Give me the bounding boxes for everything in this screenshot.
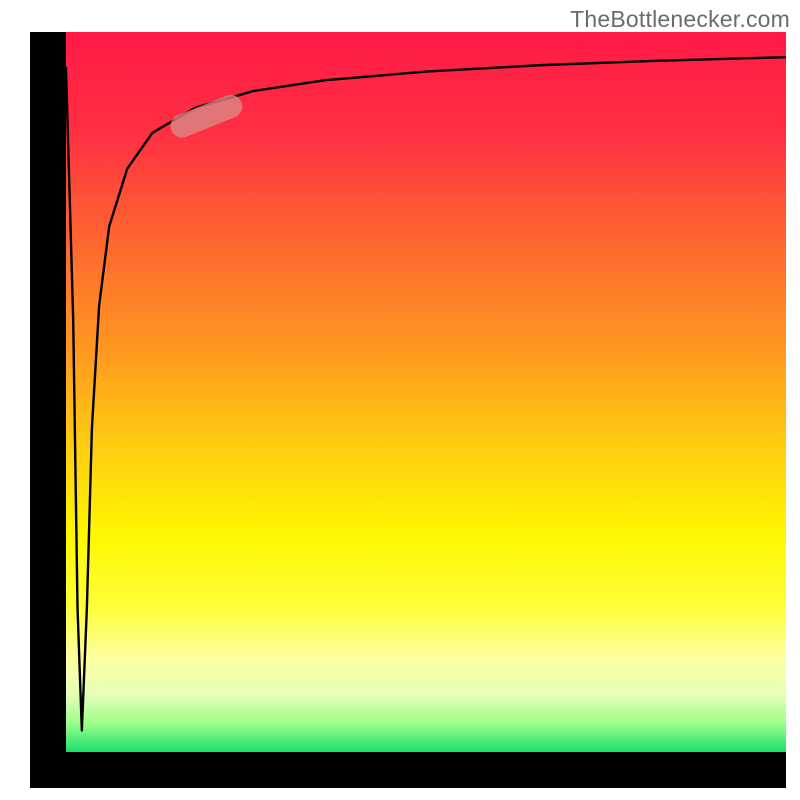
curve-marker bbox=[167, 91, 246, 141]
chart-stage: TheBottlenecker.com bbox=[0, 0, 800, 800]
plot-area bbox=[66, 32, 786, 752]
bottleneck-curve bbox=[66, 57, 786, 730]
curve-overlay bbox=[66, 32, 786, 752]
watermark-label: TheBottlenecker.com bbox=[570, 6, 790, 33]
curve-marker-pill bbox=[167, 91, 246, 141]
